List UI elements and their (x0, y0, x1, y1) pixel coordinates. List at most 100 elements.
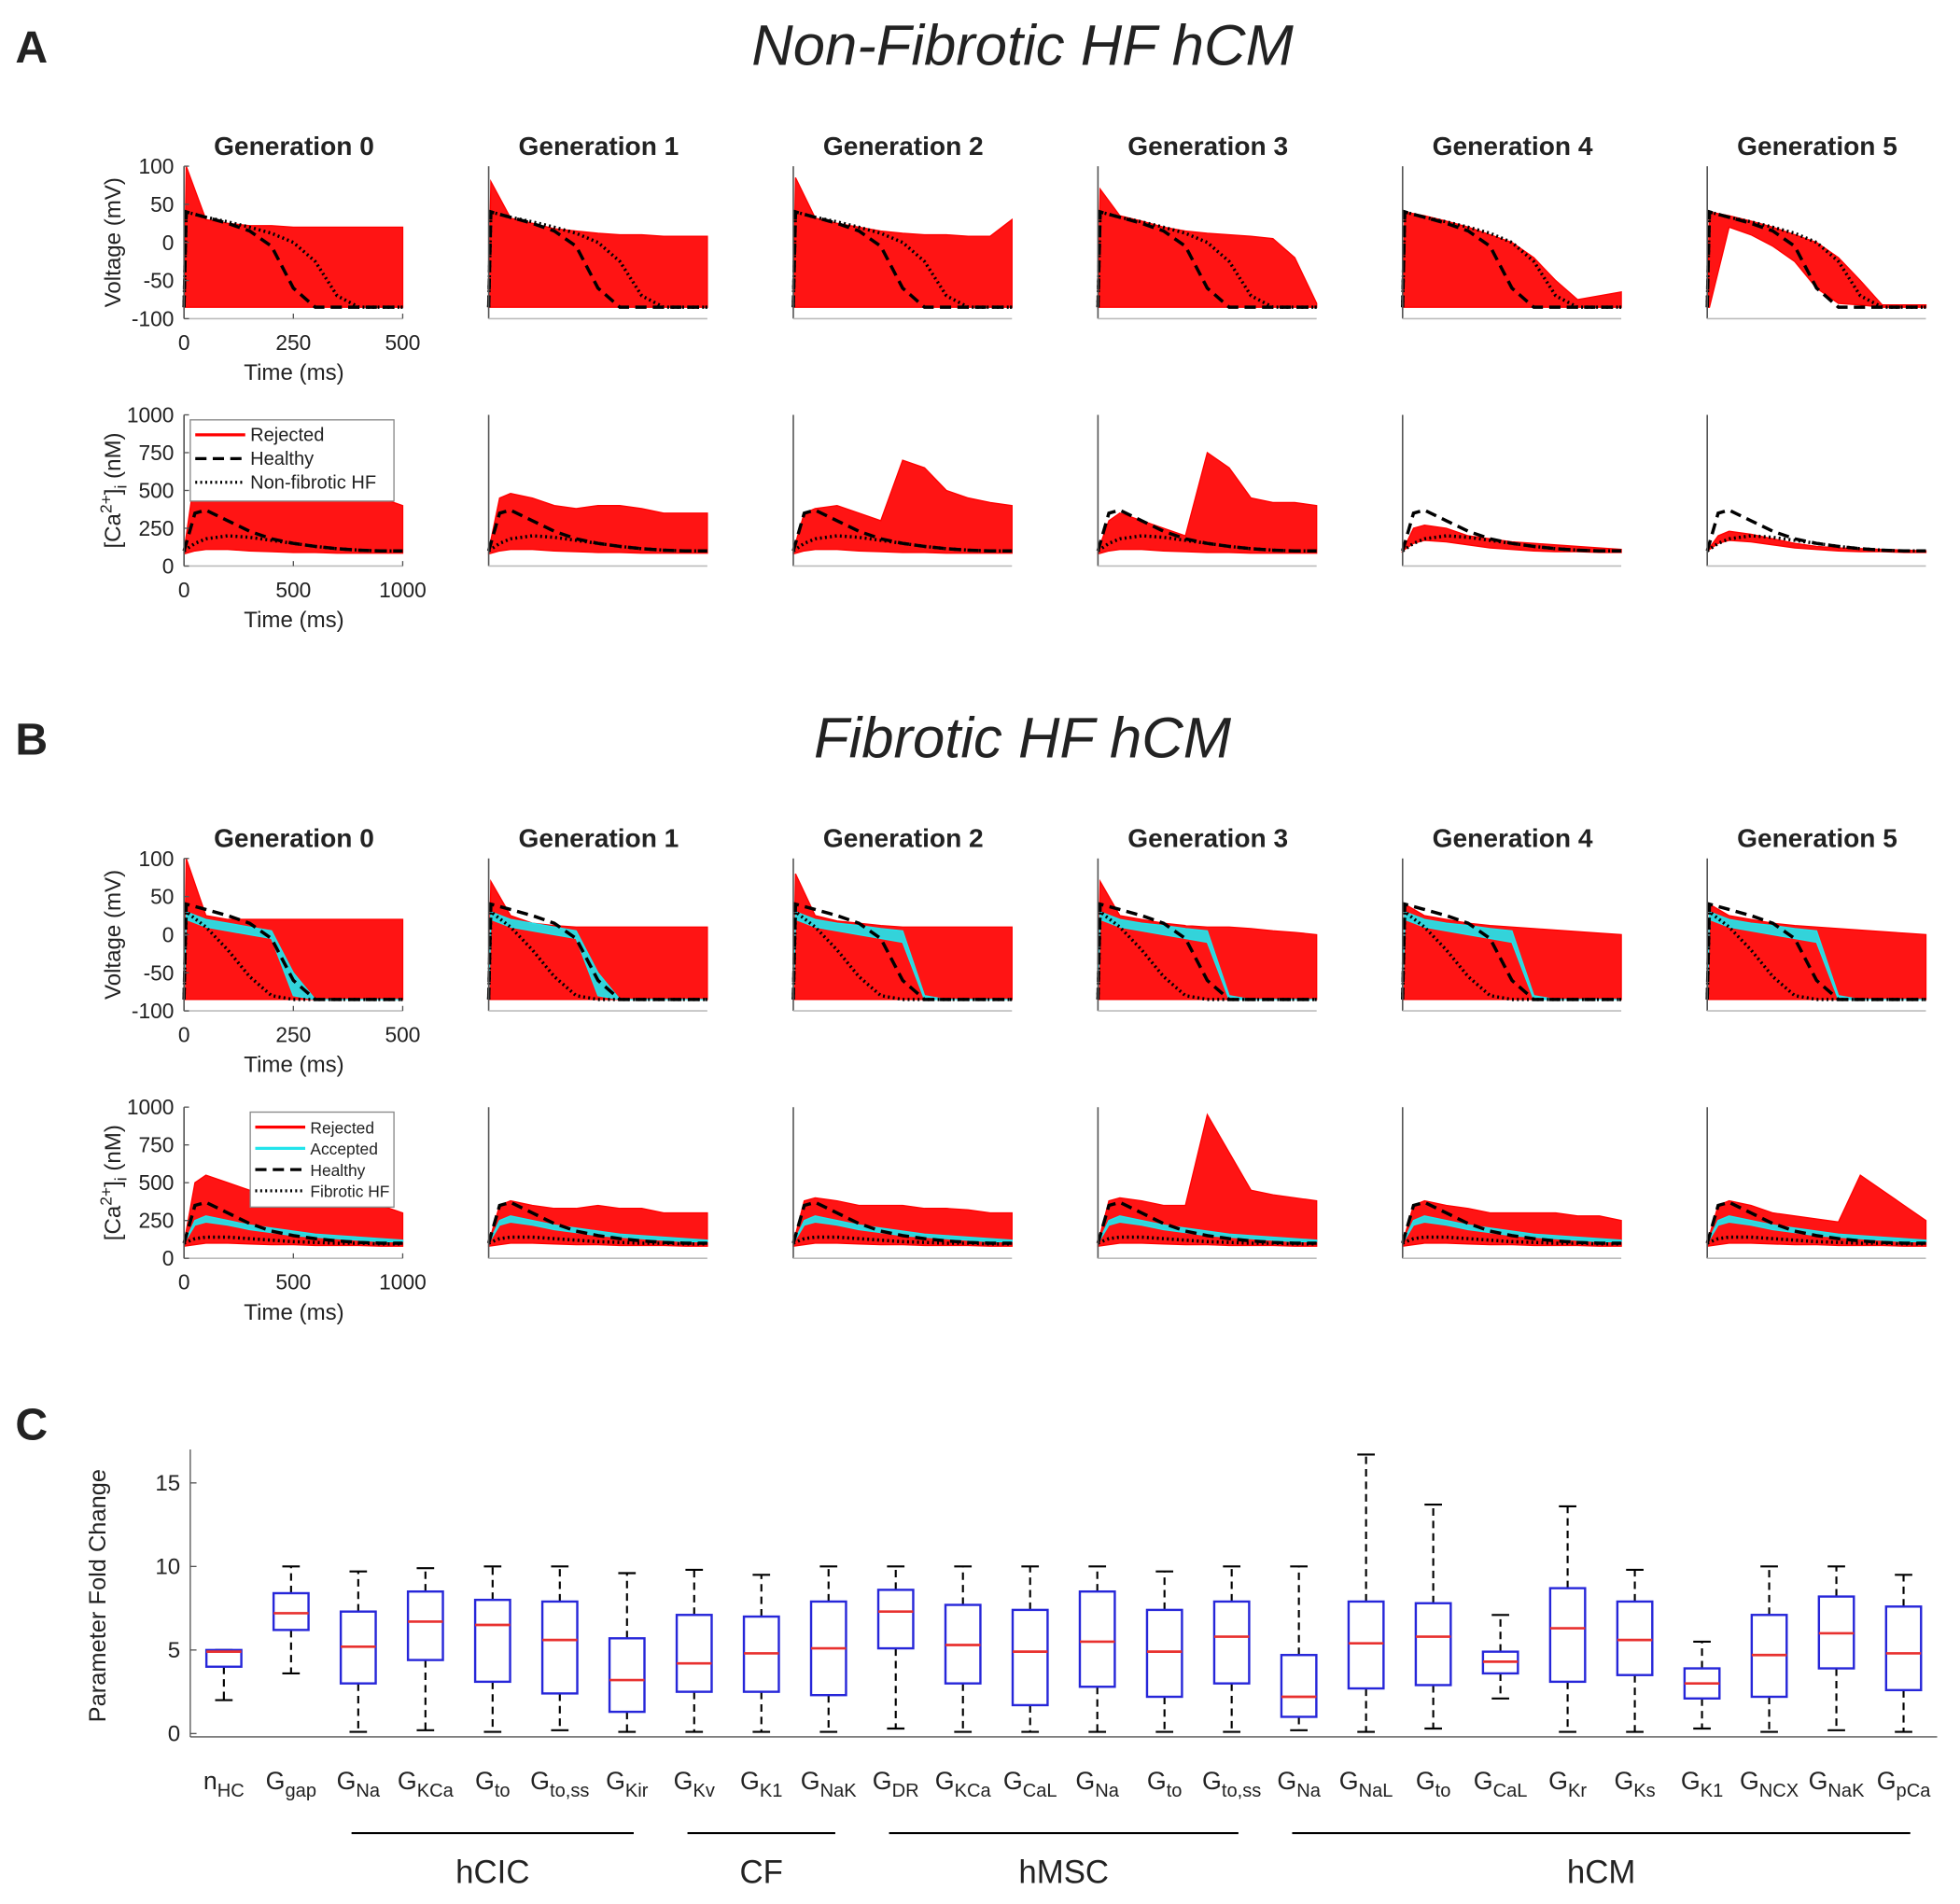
reference-line (792, 1235, 1013, 1246)
label-base: G (801, 1767, 820, 1795)
label-sub: NaL (1359, 1781, 1393, 1801)
box (1414, 1602, 1452, 1687)
y-axis-label-part: i (112, 485, 131, 489)
y-tick-label: -50 (144, 269, 175, 293)
reference-line (182, 902, 403, 1001)
generation-title: Generation 2 (823, 132, 984, 161)
subplot (1096, 878, 1318, 1001)
label-base: G (1614, 1767, 1633, 1795)
x-tick-label: GNa (1277, 1767, 1321, 1801)
x-tick-label: GK1 (1681, 1767, 1723, 1801)
panel-title: Fibrotic HF hCM (814, 706, 1232, 770)
box (675, 1614, 713, 1693)
trace-band (487, 1215, 708, 1244)
x-tick-label: GKr (1548, 1767, 1587, 1801)
reference-line (486, 1200, 707, 1245)
y-tick-label: 250 (138, 1209, 174, 1233)
box (1011, 1608, 1049, 1707)
trace-band (1706, 903, 1927, 1001)
y-tick-label: 50 (150, 885, 174, 909)
label-sub: to,ss (550, 1781, 589, 1801)
legend-label: Rejected (310, 1118, 374, 1137)
x-tick-label: GKCa (935, 1767, 992, 1801)
label-sub: to,ss (1222, 1781, 1261, 1801)
reference-line (1401, 902, 1622, 1001)
label-base: G (1877, 1767, 1897, 1795)
x-tick-label: GK1 (740, 1767, 782, 1801)
subplot (1096, 1113, 1318, 1247)
subplot (1401, 209, 1622, 309)
x-tick-label: GNa (337, 1767, 381, 1801)
y-tick-label: 500 (138, 479, 174, 503)
label-base: G (1147, 1767, 1167, 1795)
label-base: G (1003, 1767, 1023, 1795)
group-label: hCM (1567, 1855, 1635, 1891)
x-tick-label: GKs (1614, 1767, 1655, 1801)
subplot (791, 177, 1013, 309)
reference-line (1401, 508, 1622, 553)
label-sub: Na (356, 1781, 380, 1801)
x-tick-label: 0 (178, 578, 190, 602)
legend-label: Fibrotic HF (310, 1183, 389, 1201)
x-tick-label: 0 (178, 330, 190, 355)
subplot (1096, 451, 1318, 555)
trace-band (183, 1174, 404, 1247)
reference-line (486, 508, 707, 553)
label-base: G (935, 1767, 955, 1795)
generation-title: Generation 5 (1737, 132, 1897, 161)
trace-band (1402, 910, 1622, 1001)
legend-label: Healthy (250, 449, 314, 469)
box (1078, 1589, 1116, 1688)
label-sub: gap (286, 1781, 317, 1801)
box (608, 1637, 646, 1714)
box (473, 1598, 511, 1684)
y-tick-label: 100 (138, 154, 174, 178)
x-tick-label: Gto,ss (1202, 1767, 1261, 1801)
x-tick-label: 500 (275, 578, 311, 602)
label-sub: KCa (417, 1781, 455, 1801)
subplot (1705, 508, 1927, 553)
panel-title: Non-Fibrotic HF hCM (751, 14, 1294, 78)
x-tick-label: GNaL (1339, 1767, 1393, 1801)
x-tick-label: GCaL (1003, 1767, 1057, 1801)
label-base: G (398, 1767, 417, 1795)
x-tick-label: 500 (275, 1270, 311, 1295)
x-tick-label: 0 (178, 1023, 190, 1047)
reference-line (486, 209, 707, 309)
label-sub: Kir (625, 1781, 649, 1801)
reference-line (791, 902, 1013, 1001)
y-tick-label: 750 (138, 441, 174, 465)
panel-letter: B (15, 715, 48, 765)
y-axis-label-part: i (112, 1177, 131, 1181)
x-tick-label: GDR (873, 1767, 919, 1801)
y-axis-label-part: [Ca (101, 1205, 126, 1240)
box (1145, 1608, 1183, 1699)
trace-band (487, 1199, 708, 1247)
label-sub: NaK (820, 1781, 858, 1801)
y-axis-label: [Ca2+]i (nM) (97, 432, 131, 548)
generation-title: Generation 1 (518, 132, 679, 161)
y-tick-label: -100 (132, 999, 175, 1023)
trace-band (1706, 1174, 1927, 1247)
label-sub: Na (1095, 1781, 1119, 1801)
y-axis-label: [Ca2+]i (nM) (97, 1125, 131, 1240)
subplot (1705, 1174, 1927, 1247)
trace-band (1706, 1215, 1927, 1244)
x-tick-label: nHC (203, 1767, 245, 1801)
box (876, 1589, 915, 1650)
subplot (182, 1174, 404, 1247)
x-tick-label: 0 (178, 1270, 190, 1295)
trace-band (1402, 903, 1622, 1001)
reference-line (1705, 209, 1926, 309)
y-tick-label: 0 (162, 231, 175, 255)
x-tick-label: 500 (385, 1023, 420, 1047)
reference-line (1096, 902, 1317, 1001)
label-sub: to (1167, 1781, 1183, 1801)
label-sub: CaL (1493, 1781, 1528, 1801)
trace-band (792, 1197, 1013, 1247)
box (1616, 1600, 1654, 1676)
reference-line (486, 902, 707, 1001)
label-base: G (337, 1767, 357, 1795)
x-axis-label: Time (ms) (244, 1053, 343, 1078)
y-axis-label-part: ] (101, 489, 126, 496)
